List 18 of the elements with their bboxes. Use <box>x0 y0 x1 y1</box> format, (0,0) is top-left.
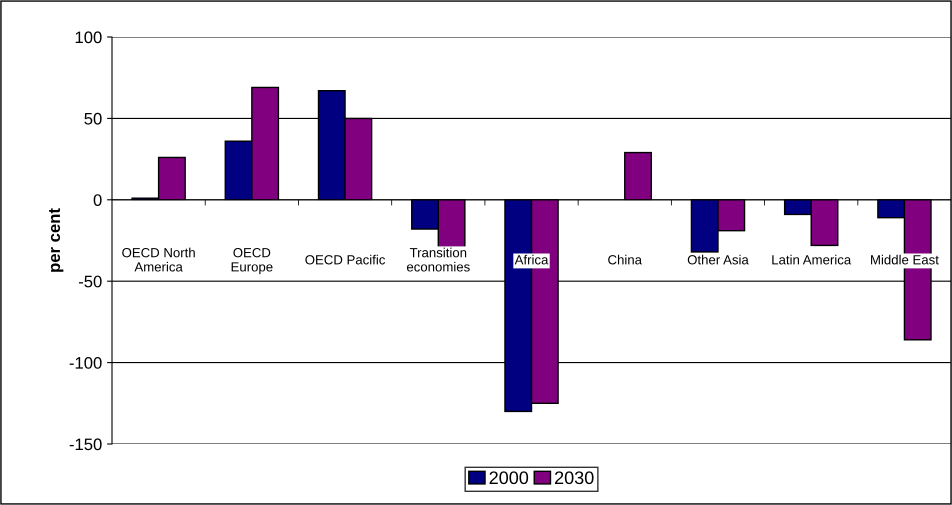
y-tick-label: -50 <box>78 276 102 288</box>
x-tick-label: OECD North America <box>122 248 195 272</box>
y-tick-label: 50 <box>84 112 102 125</box>
y-tick-label: 0 <box>94 194 102 206</box>
y-tick-label: 100 <box>76 31 102 44</box>
y-axis-title: per cent <box>49 208 64 272</box>
y-tick-label: -100 <box>70 357 102 369</box>
x-tick-label: Africa <box>514 254 548 264</box>
x-tick-label: OECD Europe <box>232 248 273 274</box>
x-tick-label: Other Asia <box>688 254 749 264</box>
x-tick-label: Middle East <box>871 254 939 264</box>
y-tick-label: -150 <box>70 438 102 450</box>
x-tick-label: Transition economies <box>406 248 470 272</box>
x-tick-label: China <box>608 254 642 264</box>
legend-label: 2030 <box>555 471 594 484</box>
x-tick-label: OECD Pacific <box>305 254 386 264</box>
legend-label: 2000 <box>490 471 528 484</box>
x-tick-label: Latin America <box>772 254 852 264</box>
